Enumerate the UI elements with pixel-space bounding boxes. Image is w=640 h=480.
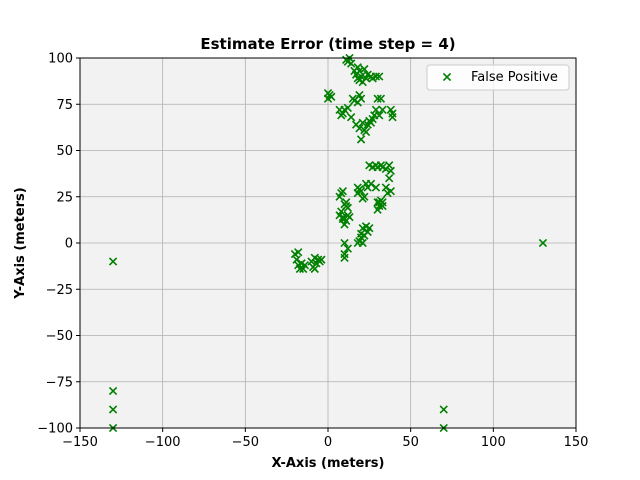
x-tick-label: 100 xyxy=(481,435,506,450)
y-tick-label: −75 xyxy=(46,375,73,390)
data-point xyxy=(381,183,391,192)
x-axis-label: X-Axis (meters) xyxy=(272,456,385,471)
data-point xyxy=(366,179,376,188)
data-point xyxy=(317,255,326,264)
legend-marker-x-icon xyxy=(442,72,452,82)
legend-box xyxy=(426,64,570,91)
data-point xyxy=(361,127,371,137)
data-point xyxy=(292,255,301,264)
data-point xyxy=(385,161,394,170)
data-point xyxy=(388,109,397,118)
x-tick-label: 150 xyxy=(564,435,589,450)
data-point xyxy=(345,212,354,222)
y-tick-label: −100 xyxy=(37,422,73,437)
data-point xyxy=(340,253,349,262)
y-axis-ticks: −100 −75 −50 −25 0 25 50 75 100 xyxy=(37,52,80,437)
data-point xyxy=(373,198,382,207)
data-point xyxy=(386,166,395,176)
data-point xyxy=(338,214,348,224)
data-point xyxy=(343,244,353,253)
x-tick-label: −50 xyxy=(232,435,259,450)
data-point xyxy=(108,257,118,266)
data-point xyxy=(355,124,364,133)
data-point xyxy=(385,174,394,183)
data-point xyxy=(383,188,392,198)
y-tick-label: −50 xyxy=(46,329,73,344)
data-point xyxy=(342,198,351,207)
data-point xyxy=(371,105,381,114)
data-point xyxy=(373,94,382,103)
data-point xyxy=(375,72,384,81)
data-point xyxy=(300,261,310,270)
data-point xyxy=(356,187,366,196)
legend-entry-false-positive: False Positive xyxy=(471,70,558,85)
data-point xyxy=(356,94,366,103)
x-tick-label: 0 xyxy=(324,435,332,450)
data-point xyxy=(538,238,548,248)
x-tick-label: −100 xyxy=(145,435,181,450)
data-point xyxy=(327,92,336,102)
data-point xyxy=(371,183,381,192)
legend-marker-x xyxy=(442,72,452,82)
data-point xyxy=(310,264,319,274)
data-point xyxy=(108,386,118,396)
data-point xyxy=(360,64,369,74)
data-point xyxy=(355,66,364,76)
y-axis-label: Y-Axis (meters) xyxy=(13,187,28,300)
data-point xyxy=(356,135,366,144)
scatter-points xyxy=(108,53,548,433)
x-tick-label: 50 xyxy=(402,435,419,450)
data-point xyxy=(378,201,387,211)
data-point xyxy=(340,220,349,229)
y-tick-label: 75 xyxy=(56,98,73,113)
data-point xyxy=(346,113,356,122)
data-point xyxy=(371,72,381,81)
data-point xyxy=(346,59,356,68)
data-point xyxy=(373,205,382,214)
data-point xyxy=(376,94,386,103)
data-point xyxy=(363,227,372,237)
data-point xyxy=(360,192,369,201)
y-tick-label: 50 xyxy=(56,144,73,159)
data-point xyxy=(295,264,305,274)
x-axis-ticks: −150 −100 −50 0 50 100 150 xyxy=(62,428,588,450)
data-point xyxy=(439,405,448,414)
y-tick-label: 25 xyxy=(56,190,73,205)
data-point xyxy=(358,118,367,127)
legend: False Positive xyxy=(426,64,570,91)
x-tick-label: −150 xyxy=(62,435,98,450)
data-point xyxy=(343,203,353,213)
data-point xyxy=(358,224,367,233)
data-point xyxy=(108,405,118,414)
data-point xyxy=(343,103,353,113)
data-point xyxy=(338,187,348,196)
data-point xyxy=(356,72,366,81)
data-point xyxy=(358,238,367,248)
data-point xyxy=(340,238,349,248)
y-tick-label: −25 xyxy=(46,283,73,298)
y-tick-label: 100 xyxy=(48,52,73,67)
chart-title: Estimate Error (time step = 4) xyxy=(200,35,455,53)
y-tick-label: 0 xyxy=(65,237,73,252)
data-point xyxy=(375,111,384,120)
data-point xyxy=(378,105,387,114)
data-point xyxy=(294,248,303,257)
